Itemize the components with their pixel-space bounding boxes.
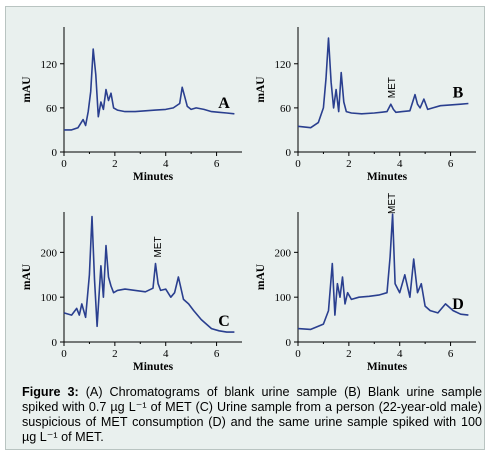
met-annotation: MET [387, 77, 398, 98]
panel-letter: A [218, 95, 230, 112]
x-axis-label: Minutes [367, 361, 408, 373]
y-tick-label: 60 [280, 103, 292, 115]
x-tick-label: 0 [61, 348, 67, 360]
panel-letter: D [452, 296, 464, 313]
y-axis-label: mAU [255, 76, 267, 103]
chromatogram-trace [297, 213, 469, 331]
chart-panel-c: 0 2 4 6 0 100 200 Minutes mAU C MET [21, 212, 242, 373]
y-tick-label: 100 [41, 292, 58, 304]
y-axis-label: mAU [21, 76, 33, 103]
met-annotation: MET [387, 193, 398, 214]
y-tick-label: 60 [46, 103, 58, 115]
y-tick-label: 200 [41, 247, 58, 259]
y-tick-label: 0 [52, 337, 58, 349]
x-tick-label: 4 [397, 348, 403, 360]
y-tick-label: 120 [275, 59, 292, 71]
x-tick-label: 0 [61, 158, 67, 170]
x-tick-label: 6 [448, 158, 454, 170]
chart-panel-d: 0 2 4 6 0 100 200 Minutes mAU D MET [255, 193, 476, 373]
met-annotation: MET [153, 236, 164, 257]
chromatogram-trace [297, 37, 469, 129]
figure-caption: Figure 3: (A) Chromatograms of blank uri… [22, 385, 482, 445]
x-tick-label: 6 [214, 348, 220, 360]
panel-letter: C [218, 313, 230, 330]
x-axis-label: Minutes [367, 171, 408, 183]
chromatogram-trace [63, 215, 235, 333]
x-tick-label: 2 [112, 348, 118, 360]
y-tick-label: 120 [41, 59, 58, 71]
x-tick-label: 4 [163, 158, 169, 170]
y-tick-label: 200 [275, 247, 292, 259]
x-tick-label: 0 [295, 348, 301, 360]
x-tick-label: 6 [448, 348, 454, 360]
y-tick-label: 0 [52, 147, 58, 159]
x-axis-label: Minutes [133, 171, 174, 183]
y-axis-label: mAU [255, 263, 267, 290]
figure-panel: 0 2 4 6 0 60 120 Minutes mAU A 0 2 4 6 0 60 120 Minutes mA… [5, 6, 485, 450]
chromatogram-trace [64, 48, 235, 131]
x-tick-label: 2 [346, 158, 352, 170]
x-tick-label: 2 [346, 348, 352, 360]
x-tick-label: 2 [112, 158, 118, 170]
y-axis-label: mAU [21, 263, 33, 290]
caption-text: (A) Chromatograms of blank urine sample … [22, 385, 482, 444]
caption-label: Figure 3: [22, 385, 79, 399]
y-tick-label: 0 [286, 147, 292, 159]
y-tick-label: 100 [275, 292, 292, 304]
x-tick-label: 4 [397, 158, 403, 170]
panel-letter: B [453, 84, 464, 101]
x-axis-label: Minutes [133, 361, 174, 373]
y-tick-label: 0 [286, 337, 292, 349]
x-tick-label: 4 [163, 348, 169, 360]
x-tick-label: 6 [214, 158, 220, 170]
x-tick-label: 0 [295, 158, 301, 170]
